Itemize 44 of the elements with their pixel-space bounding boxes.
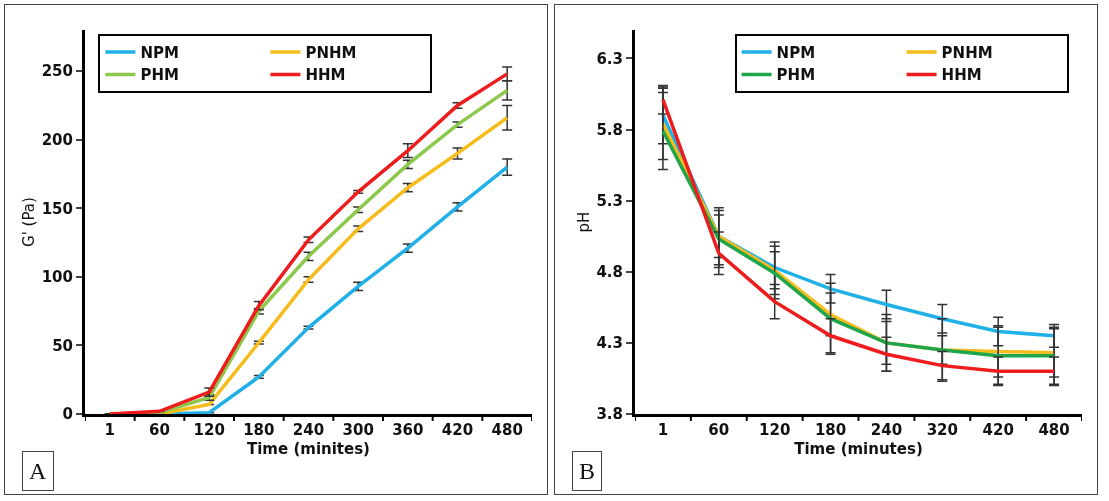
x-tick-label: 420 — [441, 421, 474, 439]
x-tick-label: 480 — [1038, 421, 1070, 439]
y-tick-label: 150 — [41, 199, 73, 218]
x-tick-label: 180 — [814, 421, 847, 439]
x-tick-label: 120 — [759, 421, 791, 439]
x-tick-label: 240 — [870, 421, 903, 439]
y-tick-label: 5.8 — [596, 120, 623, 139]
x-tick-label: 300 — [342, 421, 374, 439]
x-tick-label: 480 — [491, 421, 523, 439]
y-tick-label: 3.8 — [596, 405, 623, 424]
legend-label: HHM — [941, 66, 982, 85]
y-tick-label: 4.8 — [596, 263, 623, 282]
y-tick-label: 5.3 — [596, 191, 623, 210]
y-tick-label: 0 — [62, 405, 73, 424]
y-axis-title: pH — [574, 211, 593, 233]
line-series — [661, 97, 1056, 374]
legend-label: PNHM — [305, 43, 357, 62]
x-tick-label: 360 — [392, 421, 424, 439]
y-tick-label: 4.3 — [596, 334, 623, 353]
y-tick-label: 6.3 — [596, 49, 623, 68]
y-tick-label: 250 — [41, 62, 73, 81]
x-tick-label: 60 — [708, 421, 730, 439]
legend-label: HHM — [305, 66, 346, 85]
y-axis-title: G' (Pa) — [19, 197, 38, 247]
x-tick-label: 320 — [926, 421, 958, 439]
legend-label: PNHM — [941, 43, 993, 62]
legend-label: PHM — [776, 66, 816, 85]
y-tick-label: 200 — [41, 130, 73, 149]
x-tick-label: 180 — [243, 421, 275, 439]
x-tick-label: 1 — [657, 421, 669, 439]
legend-label: NPM — [140, 43, 179, 62]
text: B — [579, 458, 596, 484]
legend-label: PHM — [140, 66, 179, 85]
text: A — [29, 458, 47, 484]
x-axis-title: Time (minites) — [247, 440, 370, 458]
y-tick-label: 50 — [52, 336, 73, 355]
x-tick-label: 120 — [193, 421, 225, 439]
x-axis-title: Time (minutes) — [794, 440, 923, 458]
y-tick-label: 100 — [41, 268, 73, 287]
x-tick-label: 240 — [292, 421, 325, 439]
x-tick-label: 60 — [149, 421, 170, 439]
x-tick-label: 420 — [982, 421, 1014, 439]
legend-label: NPM — [776, 43, 816, 62]
x-tick-label: 1 — [104, 421, 116, 439]
